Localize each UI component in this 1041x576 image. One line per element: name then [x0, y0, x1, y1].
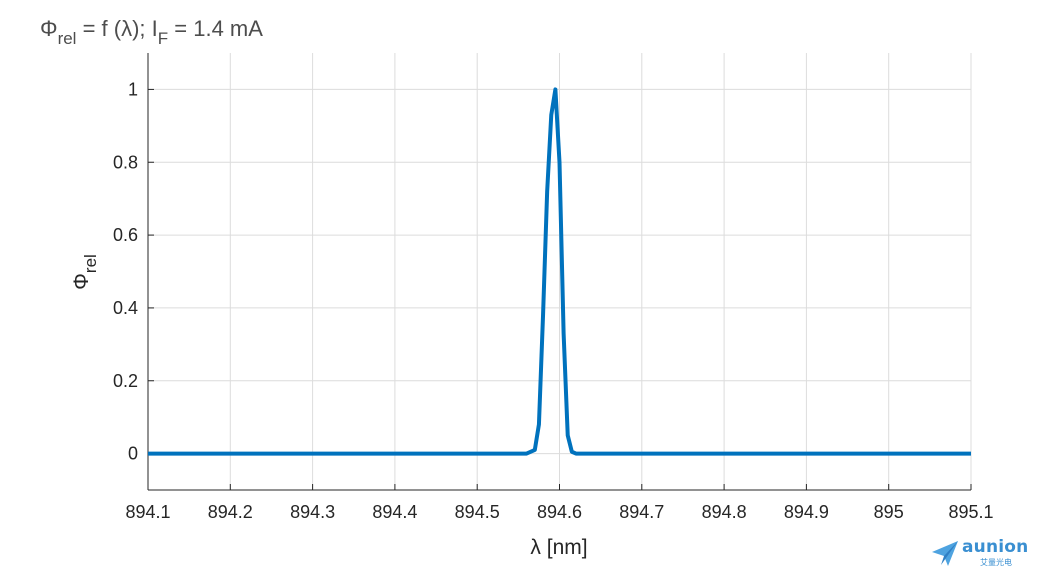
- tick-labels-layer: 894.1 894.2 894.3 894.4 894.5 894.6 894.7 894.8…: [113, 79, 994, 522]
- logo-subtitle: 艾量光电: [980, 558, 1012, 567]
- y-tick-label: 0.4: [113, 298, 138, 318]
- x-tick-label: 894.1: [125, 502, 170, 522]
- y-tick-label: 0.2: [113, 371, 138, 391]
- x-tick-label: 894.9: [784, 502, 829, 522]
- y-axis-label-sub: rel: [81, 254, 100, 273]
- aunion-logo: aunion 艾量光电: [930, 536, 1035, 570]
- series-layer: [148, 87, 971, 456]
- title-phi: Φ: [40, 16, 58, 41]
- x-axis-label: λ [nm]: [530, 536, 587, 559]
- y-tick-label: 0.6: [113, 225, 138, 245]
- y-axis-label: Φrel: [70, 254, 100, 290]
- x-tick-label: 894.5: [455, 502, 500, 522]
- y-tick-label: 1: [128, 79, 138, 99]
- grid-layer: [147, 53, 972, 490]
- x-tick-label: 894.8: [702, 502, 747, 522]
- x-tick-label: 894.3: [290, 502, 335, 522]
- logo-name: aunion: [962, 537, 1029, 557]
- x-tick-label: 894.6: [537, 502, 582, 522]
- title-sub-f: F: [158, 29, 168, 48]
- spectrum-series-line: [148, 87, 971, 456]
- y-axis-label-phi: Φ: [70, 273, 93, 290]
- y-tick-label: 0.8: [113, 152, 138, 172]
- y-tick-label: 0: [128, 444, 138, 464]
- x-tick-label: 895: [874, 502, 904, 522]
- title-mid: = f (λ); I: [76, 16, 157, 41]
- title-tail: = 1.4 mA: [168, 16, 263, 41]
- paper-plane-icon: [932, 541, 958, 566]
- title-sub-rel: rel: [58, 29, 77, 48]
- x-tick-label: 895.1: [948, 502, 993, 522]
- x-tick-label: 894.2: [208, 502, 253, 522]
- chart-title: Φrel = f (λ); IF = 1.4 mA: [40, 16, 263, 48]
- x-tick-label: 894.7: [619, 502, 664, 522]
- x-tick-label: 894.4: [372, 502, 417, 522]
